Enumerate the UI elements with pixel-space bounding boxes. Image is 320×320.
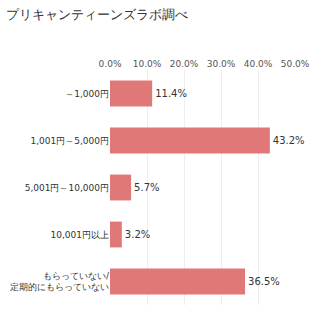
svg-text:36.5%: 36.5% [248, 276, 280, 287]
svg-text:30.0%: 30.0% [207, 59, 236, 69]
svg-text:50.0%: 50.0% [281, 59, 310, 69]
svg-text:もらっていない/定期的にもらっていない: もらっていない/定期的にもらっていない [10, 271, 110, 293]
svg-text:0.0%: 0.0% [99, 59, 122, 69]
svg-text:プリキャンティーンズラボ調べ: プリキャンティーンズラボ調べ [6, 7, 188, 22]
svg-text:40.0%: 40.0% [244, 59, 273, 69]
svg-text:10.0%: 10.0% [133, 59, 162, 69]
svg-text:20.0%: 20.0% [170, 59, 199, 69]
svg-text:10,001円以上: 10,001円以上 [51, 230, 110, 240]
svg-text:5.7%: 5.7% [134, 182, 159, 193]
svg-text:1,001円～5,000円: 1,001円～5,000円 [30, 136, 109, 146]
svg-text:11.4%: 11.4% [155, 88, 187, 99]
svg-text:～1,000円: ～1,000円 [65, 89, 109, 99]
svg-text:43.2%: 43.2% [273, 135, 305, 146]
svg-text:5,001円～10,000円: 5,001円～10,000円 [25, 183, 109, 193]
svg-text:3.2%: 3.2% [125, 229, 150, 240]
